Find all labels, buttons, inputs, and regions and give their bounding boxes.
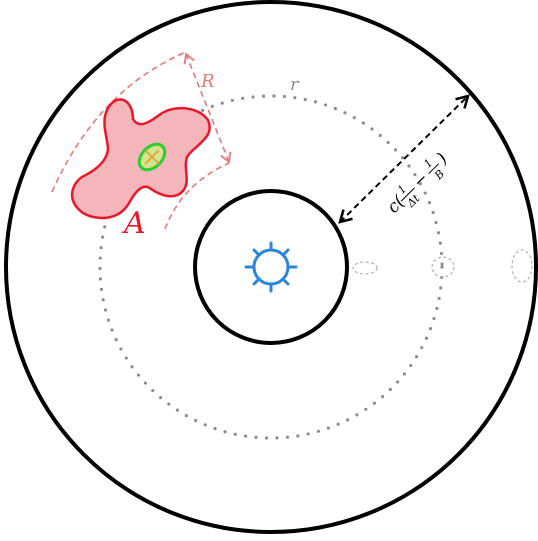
svg-text:c(: c( (383, 192, 409, 218)
formula-prefix: c( (383, 192, 409, 218)
region-label: A (121, 206, 146, 241)
frac2-denominator: B (431, 167, 447, 183)
faint-ellipse-1 (352, 261, 378, 275)
orbit-circle (98, 94, 444, 440)
distance-formula: c( 1 Δt − 1 B ) (383, 149, 452, 218)
faint-ellipse-3 (511, 249, 533, 283)
sun-icon (244, 241, 298, 293)
formula-minus: − (409, 168, 432, 191)
range-label: R (200, 71, 215, 92)
orbit-radius-label: r (290, 74, 300, 95)
inner-boundary-circle (193, 189, 349, 345)
formula-suffix: ) (432, 149, 452, 169)
outer-boundary-circle (4, 0, 538, 534)
target-marker (137, 142, 167, 172)
faint-ellipse-2 (431, 256, 455, 278)
